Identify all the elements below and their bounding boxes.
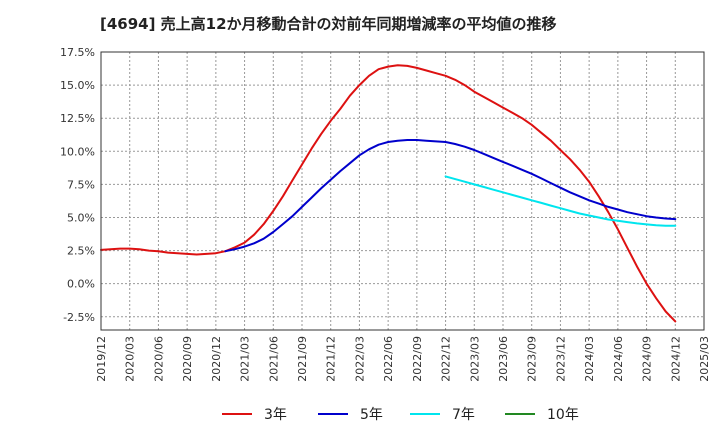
legend-label: 3年 [264, 407, 287, 423]
legend-label: 5年 [360, 407, 383, 423]
chart-title: [4694] 売上高12か月移動合計の対前年同期増減率の平均値の推移 [100, 15, 557, 33]
x-tick-label: 2023/06 [497, 336, 510, 382]
x-axis-ticks: 2019/12 2020/03 2020/06 2020/09 2020/12 2021/… [95, 336, 711, 382]
x-tick-label: 2019/12 [95, 336, 108, 382]
y-tick-label: 2.5% [67, 245, 95, 258]
x-tick-label: 2021/06 [267, 336, 280, 382]
x-tick-label: 2022/09 [411, 336, 424, 382]
y-tick-label: 7.5% [67, 178, 95, 191]
y-tick-label: -2.5% [63, 311, 95, 324]
x-tick-label: 2020/12 [210, 336, 223, 382]
plot-frame [100, 51, 705, 331]
x-tick-label: 2023/03 [468, 336, 481, 382]
plot-background [101, 52, 704, 330]
y-tick-label: 15.0% [60, 79, 95, 92]
series-layer [100, 64, 677, 323]
x-tick-label: 2022/03 [353, 336, 366, 382]
y-tick-label: 0.0% [67, 278, 95, 291]
legend-label: 7年 [452, 407, 475, 423]
series-line-5年 [224, 139, 677, 253]
x-tick-label: 2023/12 [554, 336, 567, 382]
x-tick-label: 2024/06 [612, 336, 625, 382]
x-tick-label: 2021/09 [296, 336, 309, 382]
legend: 3年 5年 7年 10年 [222, 407, 579, 423]
y-tick-label: 12.5% [60, 112, 95, 125]
x-tick-label: 2021/03 [239, 336, 252, 382]
x-tick-label: 2024/09 [641, 336, 654, 382]
legend-label: 10年 [547, 407, 579, 423]
x-tick-label: 2021/12 [325, 336, 338, 382]
y-tick-label: 10.0% [60, 145, 95, 158]
y-axis-ticks: 17.5% 15.0% 12.5% 10.0% 7.5% 5.0% 2.5% 0.0% -2.5… [60, 46, 95, 324]
x-tick-label: 2020/03 [124, 336, 137, 382]
series-line-7年 [444, 175, 677, 227]
x-tick-label: 2025/03 [698, 336, 711, 382]
x-tick-label: 2022/12 [440, 336, 453, 382]
y-tick-label: 17.5% [60, 46, 95, 59]
x-tick-label: 2020/06 [152, 336, 165, 382]
x-tick-label: 2024/12 [669, 336, 682, 382]
y-tick-label: 5.0% [67, 211, 95, 224]
x-tick-label: 2022/06 [382, 336, 395, 382]
x-tick-label: 2020/09 [181, 336, 194, 382]
x-tick-label: 2023/09 [526, 336, 539, 382]
x-tick-label: 2024/03 [583, 336, 596, 382]
series-line-3年 [100, 64, 677, 323]
